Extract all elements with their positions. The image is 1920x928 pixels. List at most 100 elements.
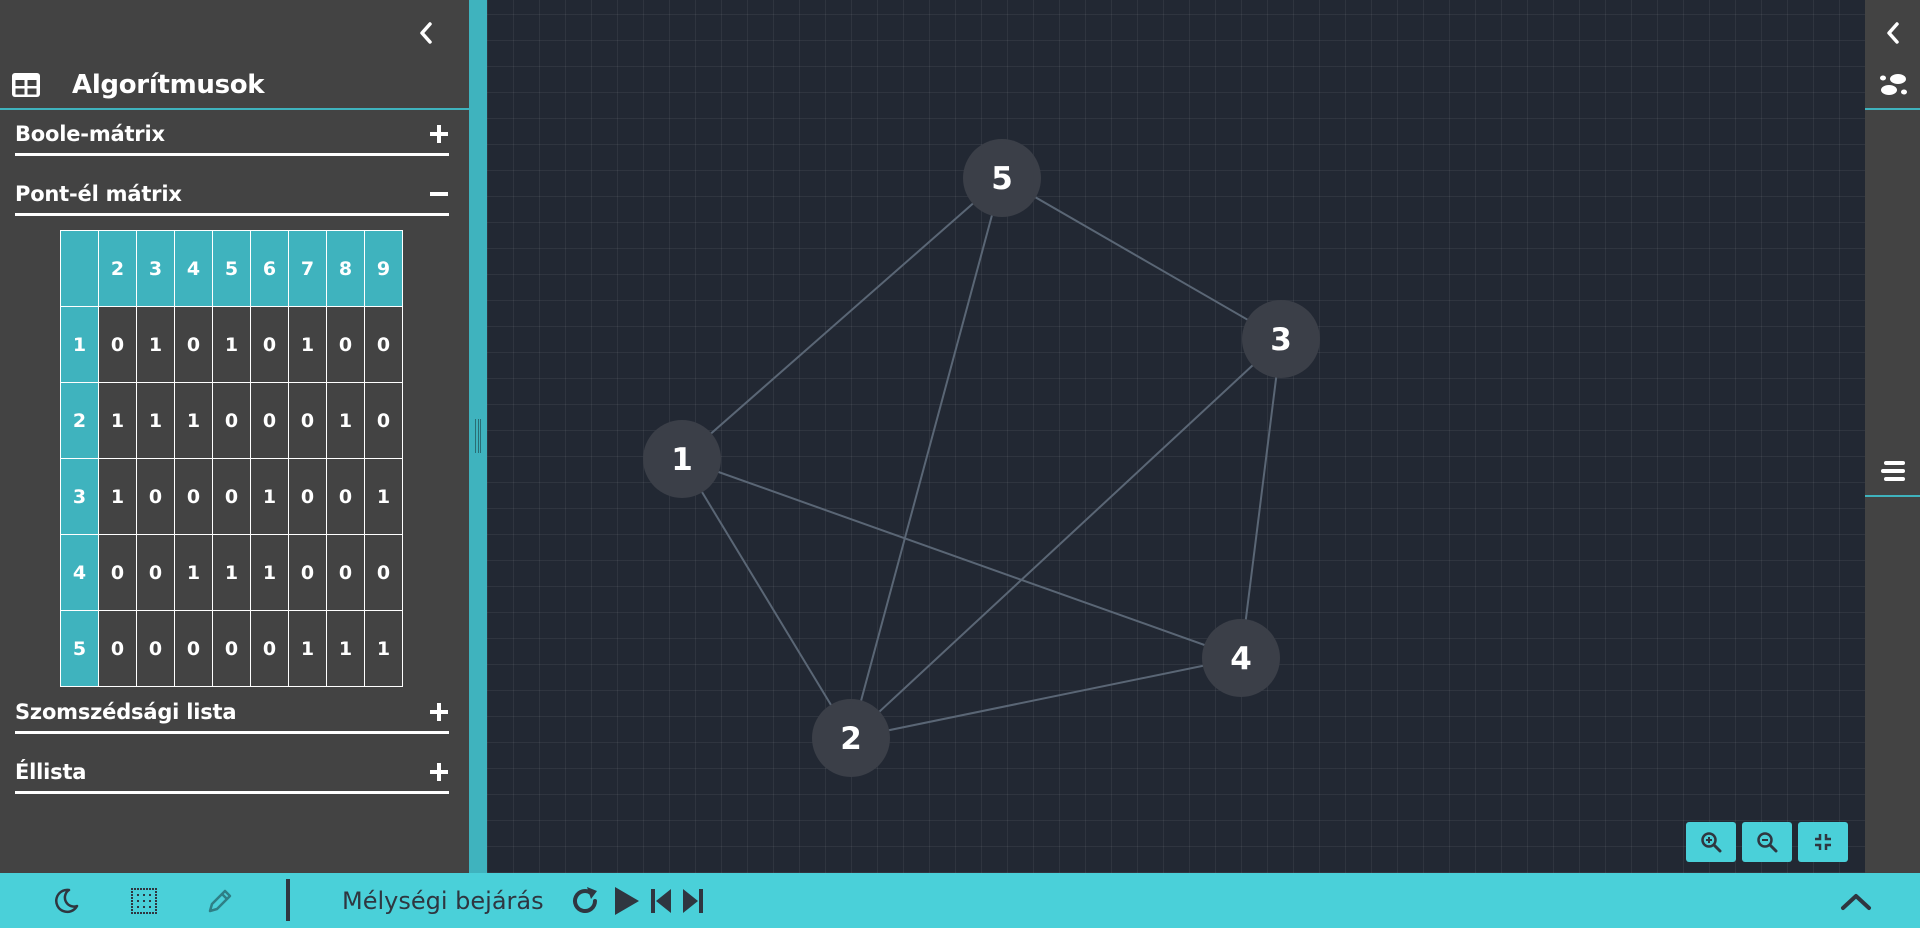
matrix-cell: 0 <box>98 534 137 611</box>
matrix-col-header: 6 <box>250 230 289 307</box>
graph-node-4[interactable]: 4 <box>1202 619 1280 697</box>
play-icon <box>615 887 639 915</box>
matrix-cell: 1 <box>364 458 403 535</box>
fit-screen-button[interactable] <box>1798 822 1848 862</box>
graph-node-circle[interactable] <box>1242 300 1320 378</box>
graph-edge-1-5[interactable] <box>681 177 1003 460</box>
zoom-in-icon <box>1701 832 1722 853</box>
matrix-cell: 0 <box>364 534 403 611</box>
matrix-cell: 0 <box>288 534 327 611</box>
graph-node-1[interactable]: 1 <box>643 420 721 498</box>
matrix-col-header: 3 <box>136 230 175 307</box>
graph-node-5[interactable]: 5 <box>963 139 1041 217</box>
matrix-cell: 0 <box>326 306 365 383</box>
section-title: Boole-mátrix <box>15 121 165 146</box>
edit-mode-toggle[interactable] <box>200 881 240 921</box>
sidebar-collapse-button[interactable] <box>406 16 446 50</box>
matrix-col-header: 9 <box>364 230 403 307</box>
graph-edge-1-2[interactable] <box>681 458 852 739</box>
matrix-col-header: 5 <box>212 230 251 307</box>
graph-node-circle[interactable] <box>643 420 721 498</box>
section-incidence-matrix[interactable]: Pont-él mátrix <box>15 174 449 216</box>
sidebar-title: Algorítmusok <box>72 70 265 100</box>
matrix-cell: 1 <box>174 382 213 459</box>
restart-button[interactable] <box>567 881 603 921</box>
play-button[interactable] <box>609 881 643 921</box>
algorithm-name[interactable]: Mélységi bejárás <box>342 887 544 915</box>
section-adjacency-list[interactable]: Szomszédsági lista <box>15 692 449 734</box>
grid-icon <box>131 888 157 914</box>
matrix-cell: 1 <box>288 306 327 383</box>
matrix-cell: 0 <box>174 458 213 535</box>
section-title: Éllista <box>15 759 87 784</box>
matrix-cell: 1 <box>212 306 251 383</box>
graph-edge-3-2[interactable] <box>850 338 1282 739</box>
chevron-left-icon <box>1887 22 1899 44</box>
matrix-col-header: 4 <box>174 230 213 307</box>
graph-edge-2-4[interactable] <box>850 657 1242 739</box>
matrix-cell: 0 <box>212 458 251 535</box>
minus-icon <box>429 184 449 204</box>
moon-icon <box>55 888 79 914</box>
right-sidebar-collapse-button[interactable] <box>1873 16 1913 50</box>
step-back-button[interactable] <box>646 881 676 921</box>
matrix-row-header: 4 <box>60 534 99 611</box>
graph-node-circle[interactable] <box>963 139 1041 217</box>
zoom-out-icon <box>1757 832 1778 853</box>
graph-edge-5-2[interactable] <box>850 177 1003 739</box>
graph-svg[interactable]: 1 2 3 4 5 <box>487 0 1865 873</box>
matrix-cell: 1 <box>288 610 327 687</box>
pencil-icon <box>208 889 232 913</box>
matrix-cell: 1 <box>364 610 403 687</box>
graph-node-circle[interactable] <box>1202 619 1280 697</box>
graph-node-circle[interactable] <box>812 699 890 777</box>
list-panel-button[interactable] <box>1865 447 1920 497</box>
matrix-cell: 1 <box>250 458 289 535</box>
plus-icon <box>429 762 449 782</box>
matrix-cell: 0 <box>136 610 175 687</box>
matrix-cell: 0 <box>250 306 289 383</box>
graph-node-3[interactable]: 3 <box>1242 300 1320 378</box>
algorithms-sidebar: Algorítmusok Boole-mátrix Pont-él mátrix… <box>0 0 469 873</box>
graph-edge-5-3[interactable] <box>1001 177 1282 340</box>
matrix-corner-cell <box>60 230 99 307</box>
matrix-row-header: 2 <box>60 382 99 459</box>
graph-canvas[interactable]: 1 2 3 4 5 <box>487 0 1865 873</box>
matrix-cell: 0 <box>288 458 327 535</box>
graph-node-label: 5 <box>991 161 1013 197</box>
matrix-cell: 1 <box>326 610 365 687</box>
matrix-cell: 1 <box>136 382 175 459</box>
graph-node-label: 2 <box>840 721 862 757</box>
steps-panel-button[interactable] <box>1865 62 1920 110</box>
graph-node-label: 1 <box>671 442 693 478</box>
matrix-cell: 0 <box>364 306 403 383</box>
section-boole-matrix[interactable]: Boole-mátrix <box>15 114 449 156</box>
matrix-cell: 1 <box>136 306 175 383</box>
graph-edge-1-4[interactable] <box>681 458 1242 659</box>
expand-toolbar-button[interactable] <box>1836 881 1876 921</box>
matrix-cell: 0 <box>326 534 365 611</box>
step-forward-button[interactable] <box>678 881 708 921</box>
matrix-cell: 0 <box>250 610 289 687</box>
section-edge-list[interactable]: Éllista <box>15 752 449 794</box>
matrix-col-header: 2 <box>98 230 137 307</box>
matrix-cell: 1 <box>98 382 137 459</box>
graph-edge-3-4[interactable] <box>1240 338 1282 659</box>
panel-resize-handle[interactable] <box>469 0 487 873</box>
dark-mode-toggle[interactable] <box>46 881 86 921</box>
matrix-row-header: 1 <box>60 306 99 383</box>
zoom-in-button[interactable] <box>1686 822 1736 862</box>
matrix-cell: 1 <box>174 534 213 611</box>
graph-node-label: 4 <box>1230 641 1252 677</box>
graph-node-label: 3 <box>1270 322 1292 358</box>
fit-screen-icon <box>1815 834 1831 850</box>
graph-node-2[interactable]: 2 <box>812 699 890 777</box>
grid-toggle[interactable] <box>124 881 164 921</box>
matrix-cell: 0 <box>174 306 213 383</box>
list-icon <box>1880 461 1905 481</box>
plus-icon <box>429 702 449 722</box>
chevron-left-icon <box>420 22 432 44</box>
zoom-out-button[interactable] <box>1742 822 1792 862</box>
